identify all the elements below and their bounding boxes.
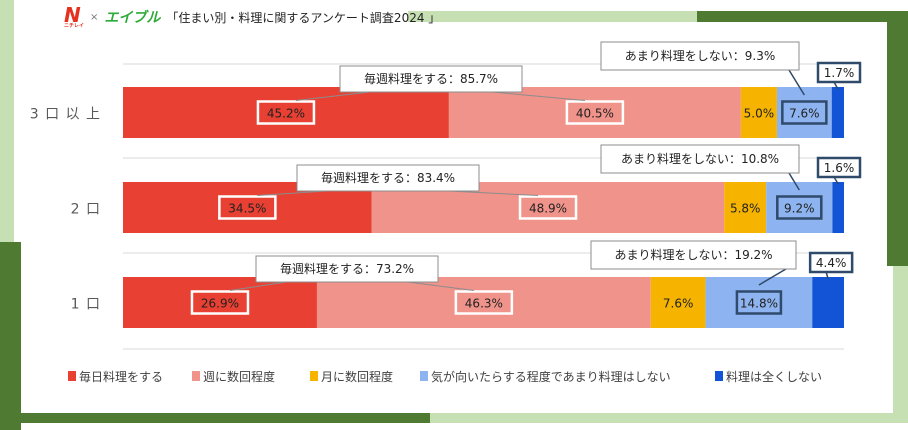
bar-2-4 [812,277,844,328]
label-box-0-0 [256,100,316,125]
data-label-2-0: 26.9% [201,297,239,311]
label-box-1-3 [776,195,823,220]
data-label-2-2: 7.6% [663,297,694,311]
category-label-2: 1 口 [71,297,101,313]
weekly-leader-a-1 [257,190,328,196]
bar-2-2 [650,277,706,328]
legend-label-1: 週に数回程度 [203,369,275,384]
legend-label-0: 毎日料理をする [79,369,163,384]
label-box-2-4 [808,251,854,274]
legend-swatch-1 [192,371,200,381]
rare-callout-box-2 [590,240,797,270]
data-labels: 45.2% 40.5% 5.0% 7.6% 1.7% 34.5% 48.9% 5.8% 9.2%… [190,61,862,315]
weekly-leader-b-2 [407,281,474,291]
bar-1-4 [832,182,844,233]
weekly-callout-box-0 [339,65,523,93]
leader-1-4 [833,176,839,185]
bar-0-0 [123,87,449,138]
frame-left-light [0,22,14,242]
data-label-1-1: 48.9% [529,202,567,216]
weekly-leader-a-2 [229,281,287,291]
nichirei-logo: N ニチレイ [64,2,85,29]
category-label-1: 2 口 [71,202,101,218]
frame-right-light [893,266,908,416]
legend-swatch-0 [68,371,76,381]
rare-leader-2 [758,268,787,286]
legend-label-3: 気が向いたらする程度であまり料理はしない [431,369,671,384]
data-label-2-1: 46.3% [465,297,503,311]
label-box-2-3 [735,290,783,315]
bars [123,87,844,328]
frame-top-right-dark [697,11,908,22]
legend-swatch-4 [715,371,723,381]
label-box-2-0 [190,290,250,315]
page-title: 「住まい別・料理に関するアンケート調査2024 」 [166,10,441,25]
rare-leader-0 [788,69,805,96]
callouts: 毎週料理をする：85.7% 毎週料理をする：83.4% 毎週料理をする：73.2% あ… [229,41,805,291]
data-label-2-4: 4.4% [816,256,847,270]
legend-swatch-3 [420,371,428,381]
category-labels: 3 口 以 上 2 口 1 口 [30,107,101,313]
weekly-callout-box-2 [255,255,439,283]
leader-0-4 [833,81,839,90]
legend: 毎日料理をする 週に数回程度 月に数回程度 気が向いたらする程度であまり料理はしない 料… [68,369,822,384]
label-box-1-1 [518,195,578,220]
bar-0-3 [776,87,832,138]
weekly-leader-b-1 [448,190,539,196]
bar-1-2 [724,182,767,233]
category-label-0: 3 口 以 上 [30,107,101,123]
frame-left-dark [0,242,21,430]
rare-callout-box-1 [600,144,800,174]
data-label-2-3: 14.8% [740,297,778,311]
frame-bottom-dark [0,413,430,423]
bar-0-4 [831,87,844,138]
rare-callout-0: あまり料理をしない：9.3% [625,49,776,63]
label-box-1-4 [816,156,862,179]
data-label-0-3: 7.6% [789,107,820,121]
bar-2-0 [123,277,317,328]
data-label-0-1: 40.5% [576,107,614,121]
able-logo: エイブル [104,10,161,26]
bar-0-2 [740,87,777,138]
weekly-callout-box-1 [296,164,480,192]
label-box-0-3 [781,100,828,125]
rare-callout-box-0 [600,41,800,71]
weekly-leader-b-0 [491,91,585,101]
bar-2-3 [705,277,813,328]
data-label-0-0: 45.2% [267,107,305,121]
legend-label-4: 料理は全くしない [726,369,822,384]
frame-right-dark [887,11,908,266]
label-box-0-4 [816,61,862,84]
weekly-callout-0: 毎週料理をする：85.7% [364,71,498,86]
frame-top-left-accent [0,0,14,22]
weekly-leader-a-0 [295,91,371,101]
data-label-0-4: 1.7% [824,66,855,80]
label-box-1-0 [218,195,277,220]
data-label-0-2: 5.0% [744,107,775,121]
legend-swatch-2 [310,371,318,381]
frame-bottom-light [430,413,908,423]
data-label-1-0: 34.5% [228,202,266,216]
data-label-1-2: 5.8% [730,202,761,216]
label-box-0-1 [565,100,625,125]
data-label-1-4: 1.6% [824,161,855,175]
bar-0-1 [448,87,741,138]
weekly-callout-2: 毎週料理をする：73.2% [280,261,414,276]
rare-callout-2: あまり料理をしない：19.2% [614,248,772,262]
times-sign: × [90,11,99,23]
rare-callout-1: あまり料理をしない：10.8% [621,152,779,166]
leader-2-4 [825,271,829,280]
data-label-1-3: 9.2% [784,202,815,216]
frame-top-right-light [408,11,888,22]
rare-leader-1 [788,172,800,191]
legend-label-2: 月に数回程度 [321,369,393,384]
weekly-callout-1: 毎週料理をする：83.4% [321,170,455,185]
bar-2-1 [316,277,651,328]
label-box-2-1 [454,290,514,315]
header: N ニチレイ × エイブル 「住まい別・料理に関するアンケート調査2024 」 [64,4,440,30]
